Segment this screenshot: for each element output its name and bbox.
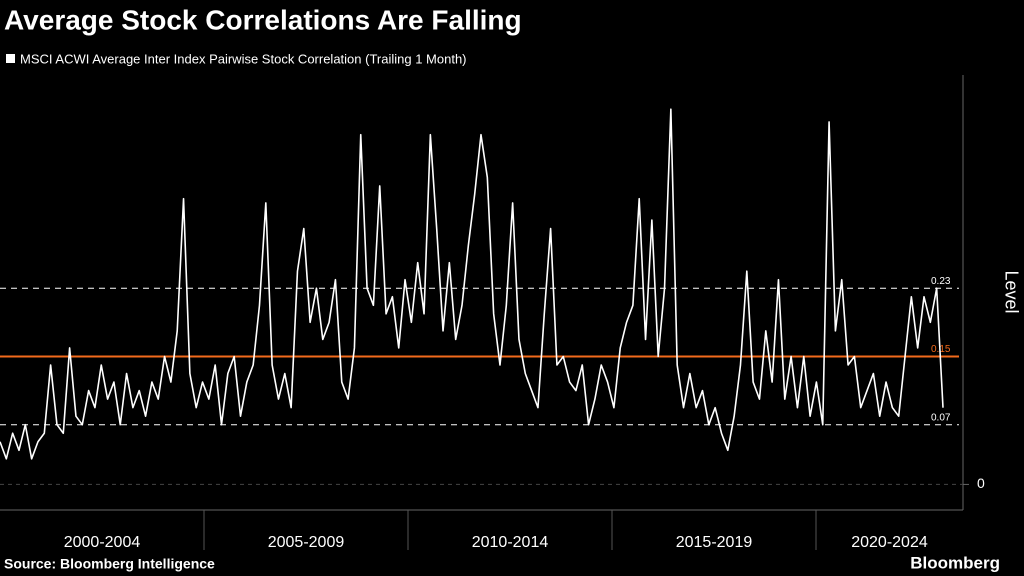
x-group-label: 2005-2009: [268, 534, 345, 551]
legend-label: MSCI ACWI Average Inter Index Pairwise S…: [20, 51, 467, 66]
y-axis-label: Level: [1001, 270, 1021, 313]
y-tick-label: 0: [977, 475, 985, 491]
data-line: [0, 108, 944, 460]
reference-label: 0.15: [931, 344, 951, 355]
reference-label: 0.23: [931, 276, 951, 287]
x-group-label: 2020-2024: [851, 534, 928, 551]
x-group-label: 2010-2014: [472, 534, 549, 551]
legend-swatch: [6, 54, 15, 63]
x-group-label: 2015-2019: [676, 534, 753, 551]
reference-label: 0.07: [931, 412, 951, 423]
chart-title: Average Stock Correlations Are Falling: [4, 4, 522, 35]
x-group-label: 2000-2004: [64, 534, 141, 551]
brand: Bloomberg: [910, 553, 1000, 572]
source: Source: Bloomberg Intelligence: [4, 556, 215, 572]
